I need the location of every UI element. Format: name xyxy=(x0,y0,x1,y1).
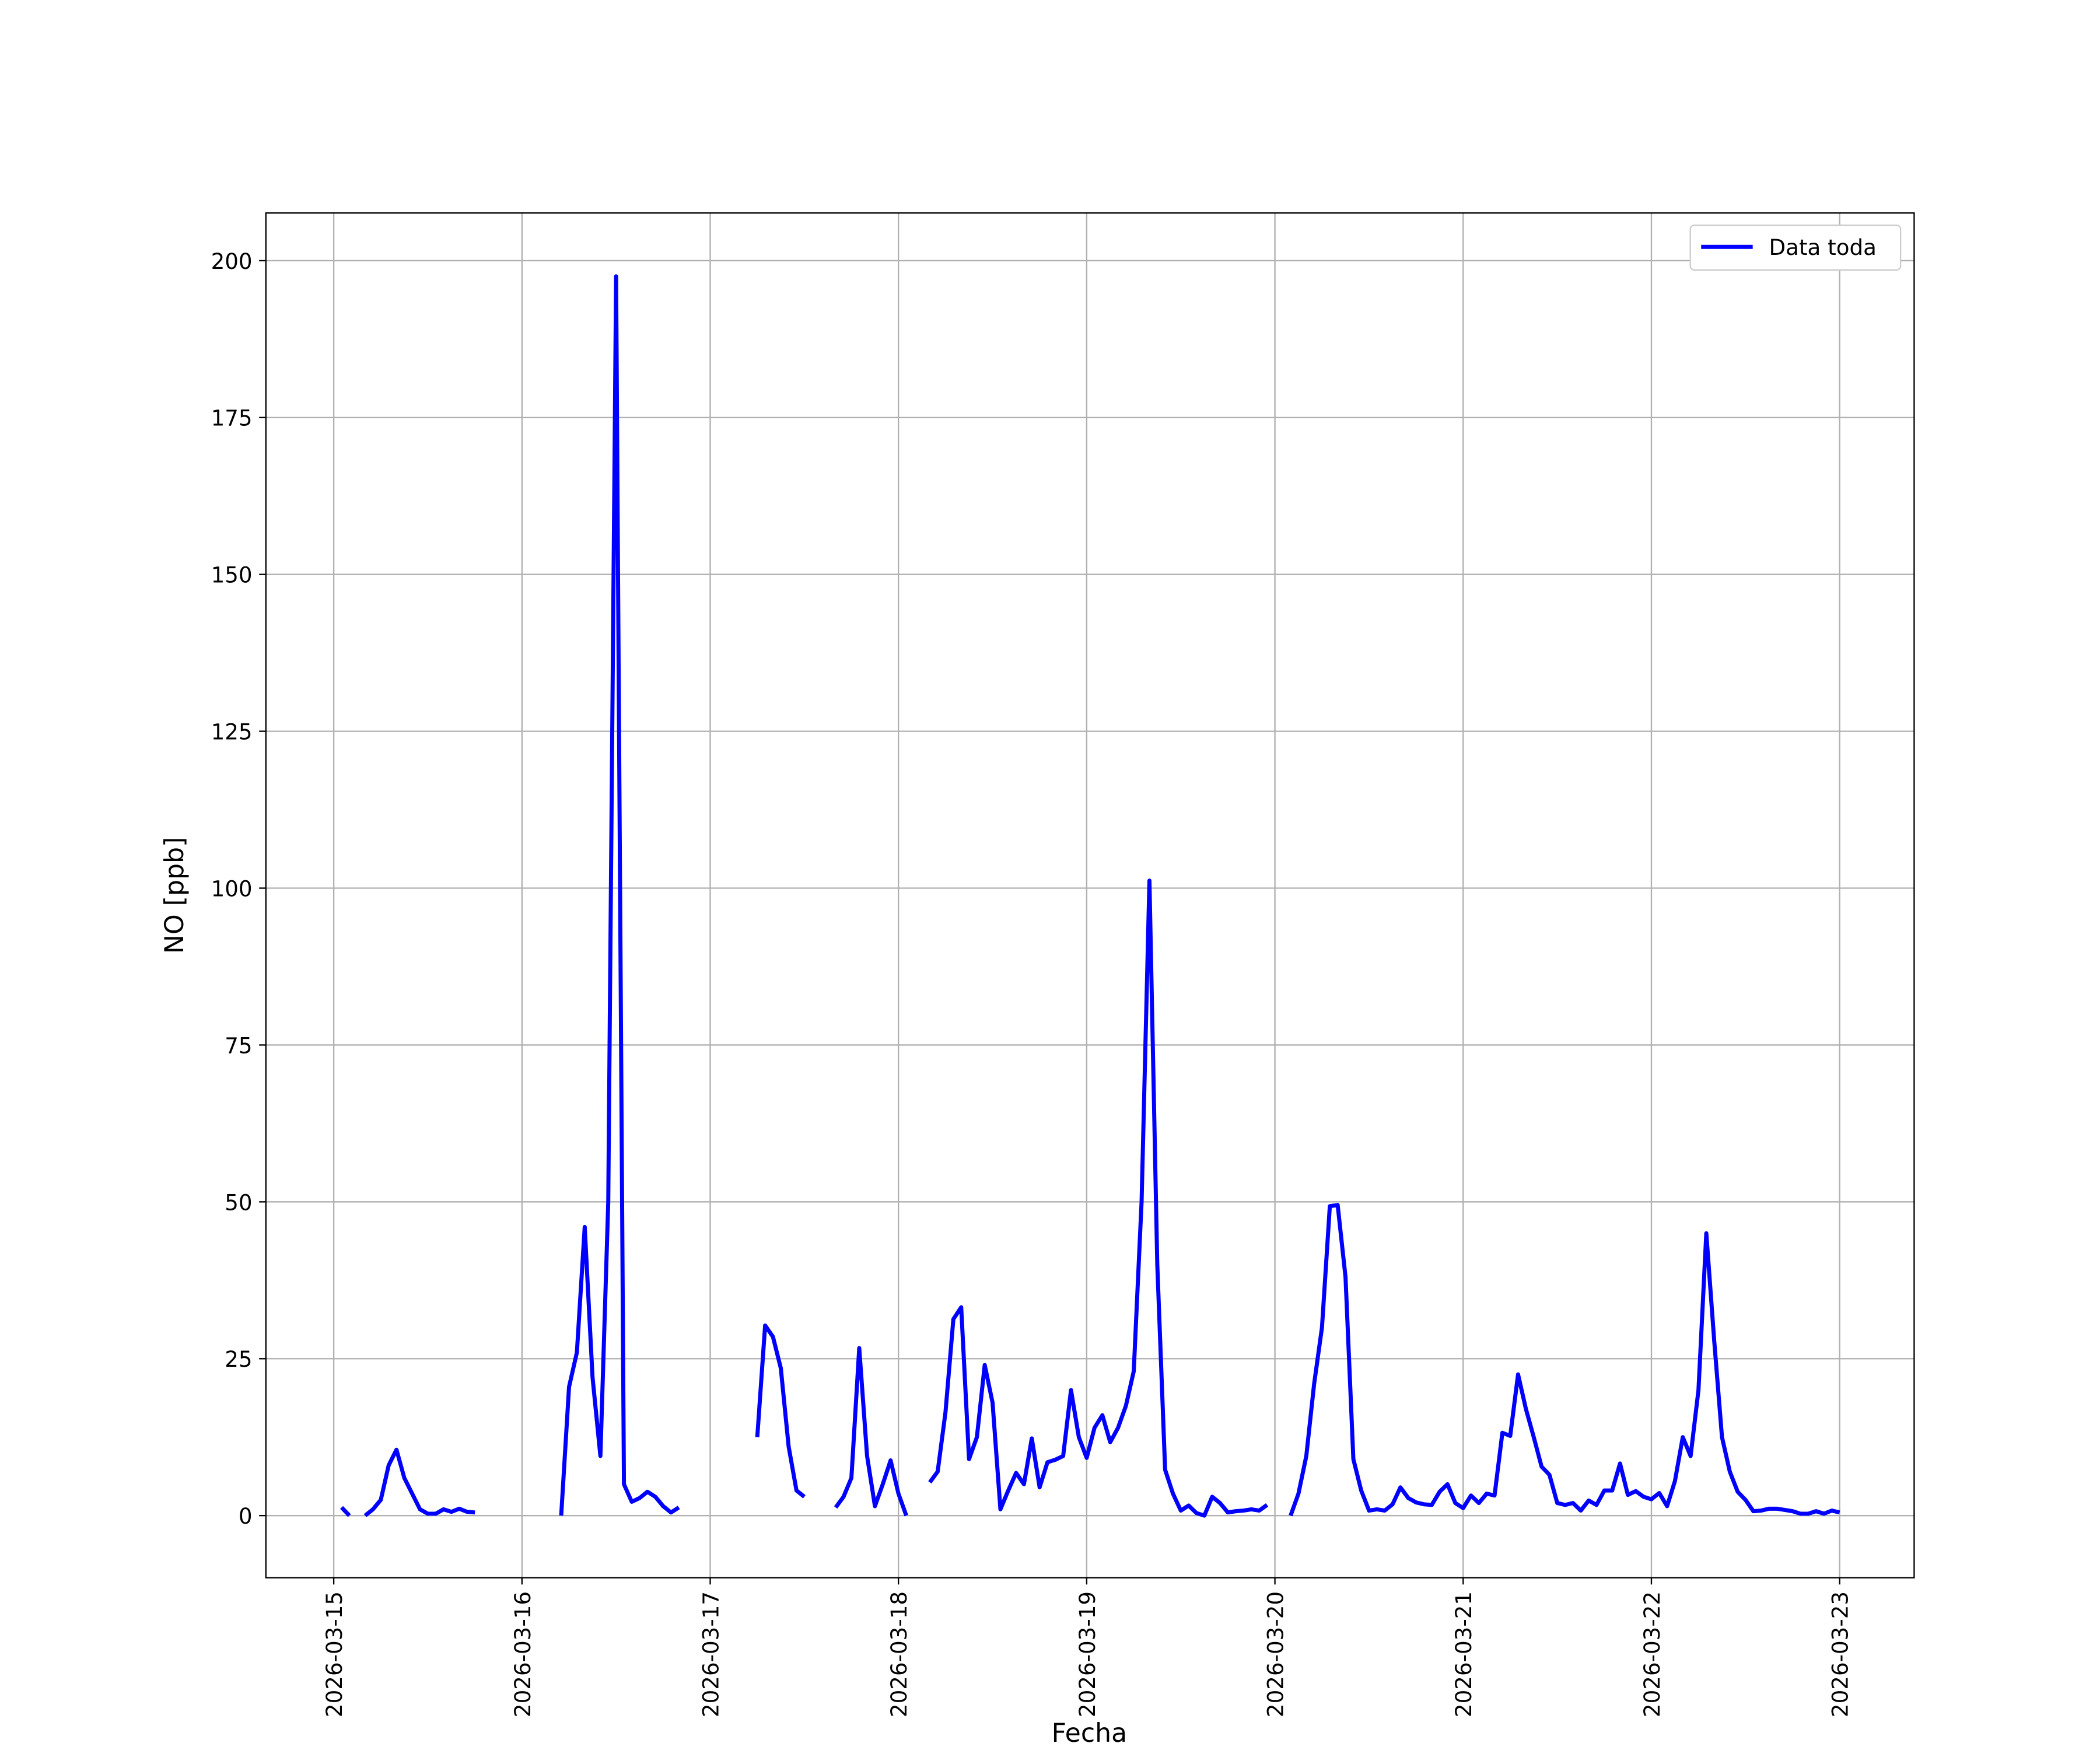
y-tick-label: 75 xyxy=(225,1032,252,1058)
x-tick-label: 2026-03-18 xyxy=(886,1591,912,1717)
x-tick-label: 2026-03-16 xyxy=(510,1591,536,1717)
y-tick-label: 150 xyxy=(211,562,253,588)
x-tick-label: 2026-03-19 xyxy=(1074,1591,1100,1717)
y-tick-label: 25 xyxy=(225,1346,252,1372)
x-tick-label: 2026-03-23 xyxy=(1828,1591,1853,1717)
y-tick-label: 50 xyxy=(225,1189,252,1215)
x-tick-label: 2026-03-21 xyxy=(1451,1591,1476,1717)
plot-frame xyxy=(265,212,1915,1578)
x-axis-label: Fecha xyxy=(1052,1718,1128,1748)
x-tick-label: 2026-03-22 xyxy=(1639,1591,1665,1717)
y-tick-label: 0 xyxy=(239,1503,253,1529)
x-tick-label: 2026-03-17 xyxy=(698,1591,723,1717)
x-tick-label: 2026-03-15 xyxy=(321,1591,347,1717)
y-tick-label: 100 xyxy=(211,876,253,901)
y-axis-label: NO [ppb] xyxy=(160,837,190,954)
data-line xyxy=(340,274,1840,1518)
legend-box xyxy=(1689,224,1902,271)
y-tick-label: 125 xyxy=(211,719,253,745)
y-tick-label: 175 xyxy=(211,405,253,431)
legend-label: Data toda xyxy=(1769,235,1877,260)
x-tick-label: 2026-03-20 xyxy=(1263,1591,1289,1717)
y-tick-label: 200 xyxy=(211,249,253,274)
